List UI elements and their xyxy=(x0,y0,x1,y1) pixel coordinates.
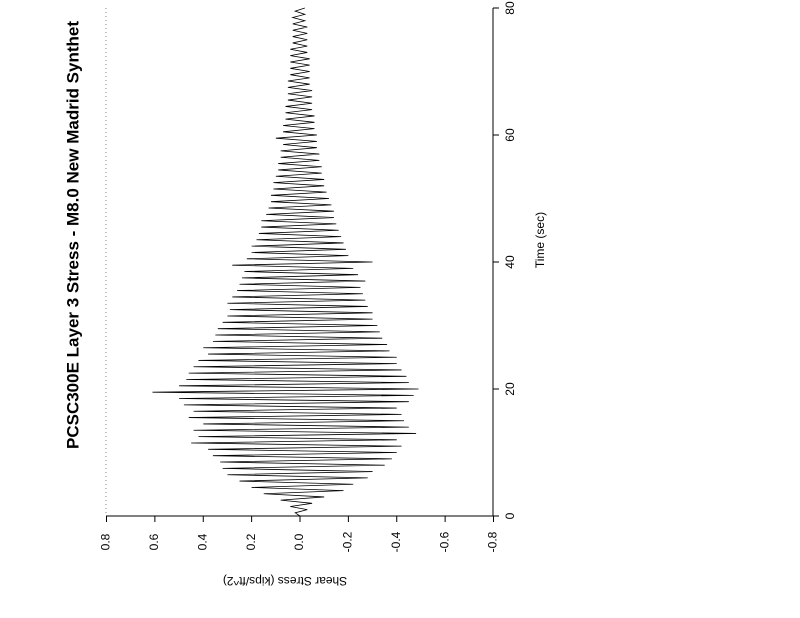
y-tick-label: 0.0 xyxy=(292,533,306,550)
y-tick-label: 0.4 xyxy=(195,533,209,550)
x-axis-label: Time (sec) xyxy=(533,212,547,268)
x-tick-label: 0 xyxy=(503,512,517,519)
y-tick-label: -0.6 xyxy=(437,531,451,552)
y-tick-label: 0.8 xyxy=(99,533,113,550)
x-tick-label: 40 xyxy=(503,255,517,269)
x-tick-label: 20 xyxy=(503,382,517,396)
y-axis-label: Shear Stress (kips/ft^2) xyxy=(223,574,347,588)
x-tick-label: 60 xyxy=(503,128,517,142)
series-line xyxy=(152,7,419,517)
x-tick-label: 80 xyxy=(503,1,517,15)
y-tick-label: 0.6 xyxy=(147,533,161,550)
y-tick-label: -0.8 xyxy=(486,531,500,552)
y-tick-label: 0.2 xyxy=(244,533,258,550)
chart-title: PCSC300E Layer 3 Stress - M8.0 New Madri… xyxy=(63,21,82,449)
y-tick-label: -0.2 xyxy=(341,531,355,552)
y-tick-label: -0.4 xyxy=(389,531,403,552)
